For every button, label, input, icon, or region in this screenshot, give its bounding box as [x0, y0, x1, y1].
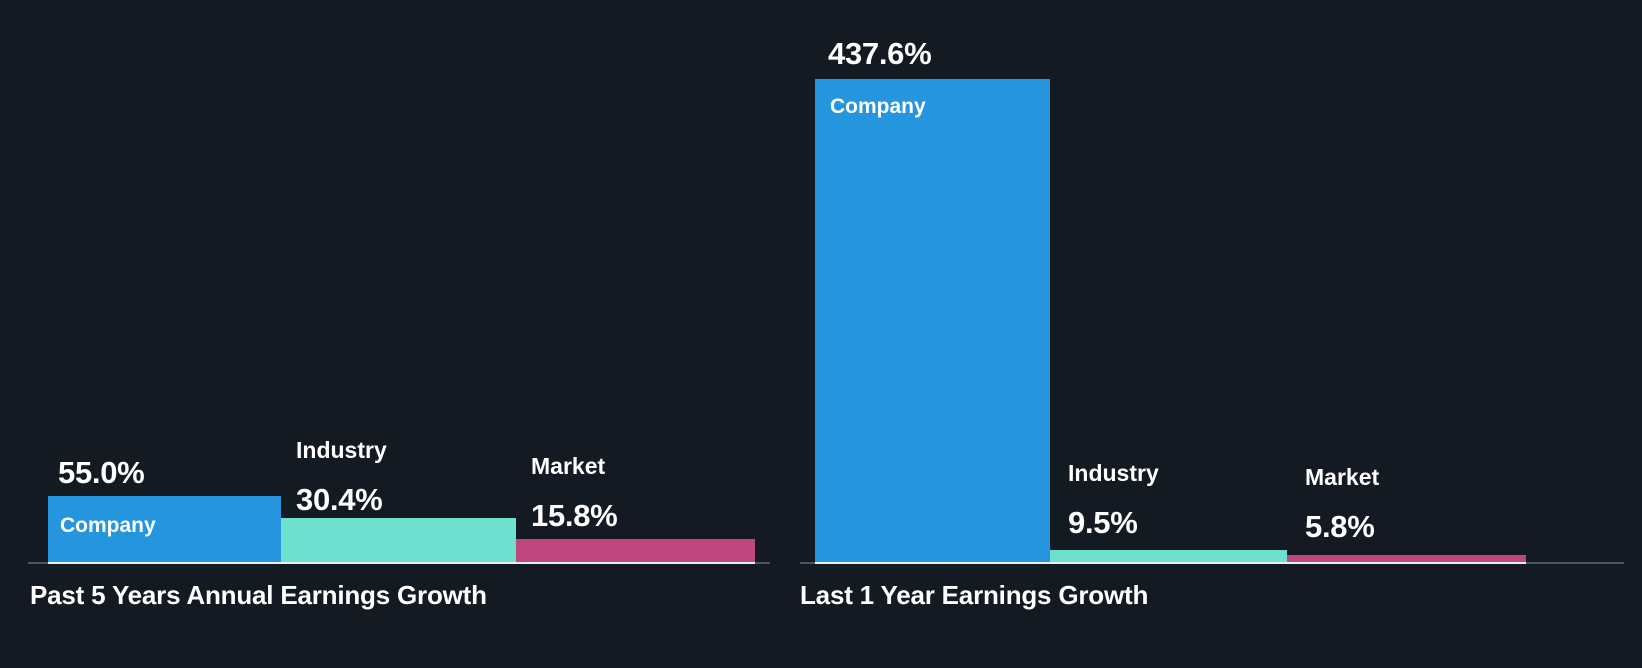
- bar-underline-industry-left: [281, 562, 516, 564]
- chart-panel-past-5-years: 55.0% Company Industry 30.4% Market 15.8…: [0, 0, 790, 668]
- bar-company-right[interactable]: [815, 79, 1050, 562]
- value-label-market-left: 15.8%: [531, 498, 618, 533]
- bar-company-left[interactable]: [48, 496, 281, 562]
- bar-underline-industry-right: [1050, 562, 1287, 564]
- panel-title-last-1-year: Last 1 Year Earnings Growth: [800, 580, 1149, 610]
- value-label-market-right: 5.8%: [1305, 509, 1375, 544]
- bar-underline-company-right: [815, 562, 1050, 564]
- series-name-industry-right: Industry: [1068, 460, 1159, 486]
- value-label-company-right: 437.6%: [828, 36, 932, 71]
- series-name-market-right: Market: [1305, 464, 1380, 490]
- bar-market-right[interactable]: [1287, 555, 1526, 562]
- bar-underline-company-left: [48, 562, 281, 564]
- plot-area-right: 437.6% Company Industry 9.5% Market 5.8%: [800, 0, 1642, 564]
- value-label-industry-left: 30.4%: [296, 482, 383, 517]
- bar-industry-left[interactable]: [281, 518, 516, 562]
- bar-underline-market-left: [516, 562, 755, 564]
- bar-market-left[interactable]: [516, 539, 755, 562]
- series-name-industry-left: Industry: [296, 437, 387, 463]
- value-label-industry-right: 9.5%: [1068, 505, 1138, 540]
- bar-underline-market-right: [1287, 562, 1526, 564]
- series-name-market-left: Market: [531, 453, 606, 479]
- panel-title-past-5-years: Past 5 Years Annual Earnings Growth: [30, 580, 487, 610]
- plot-area-left: 55.0% Company Industry 30.4% Market 15.8…: [0, 0, 790, 564]
- bar-industry-right[interactable]: [1050, 550, 1287, 562]
- series-name-company-right: Company: [830, 95, 926, 118]
- value-label-company-left: 55.0%: [58, 455, 145, 490]
- series-name-company-left: Company: [60, 514, 156, 537]
- chart-panel-last-1-year: 437.6% Company Industry 9.5% Market 5.8%: [800, 0, 1642, 668]
